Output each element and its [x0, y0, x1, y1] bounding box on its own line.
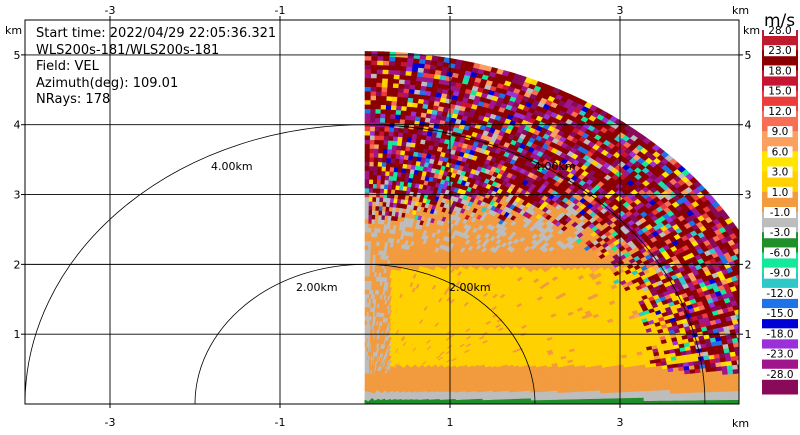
range-gate: [364, 218, 369, 224]
range-gate: [370, 218, 376, 224]
range-gate: [367, 258, 371, 264]
range-gate: [381, 210, 386, 216]
range-gate: [584, 398, 591, 402]
range-gate: [364, 302, 368, 308]
range-gate: [364, 236, 369, 242]
range-gate: [364, 209, 369, 215]
range-gate: [371, 205, 376, 211]
range-gate: [364, 363, 367, 370]
range-gate: [371, 214, 376, 220]
range-gate: [364, 328, 367, 334]
range-gate: [364, 267, 368, 273]
range-gate: [364, 311, 367, 317]
range-gate: [370, 236, 375, 242]
range-gate: [370, 245, 374, 251]
range-gate: [367, 236, 372, 242]
range-gate: [370, 223, 375, 229]
range-gate: [364, 223, 369, 228]
range-gate: [364, 227, 369, 233]
velocity-field: [364, 51, 739, 404]
range-gate: [364, 244, 369, 251]
range-gate: [364, 346, 367, 352]
range-gate: [374, 209, 379, 216]
range-gate: [573, 396, 580, 400]
range-gate: [364, 350, 367, 356]
range-gate: [367, 240, 372, 246]
range-gate: [364, 372, 366, 378]
range-gate: [364, 253, 368, 259]
range-gate: [366, 280, 370, 286]
range-gate: [364, 240, 369, 246]
range-gate: [364, 249, 369, 255]
range-gate: [370, 227, 375, 233]
range-gate: [364, 368, 366, 374]
range-gate: [364, 377, 366, 383]
range-gate: [364, 231, 369, 237]
range-gate: [373, 227, 378, 233]
range-gate: [367, 218, 372, 224]
range-gate: [606, 397, 613, 402]
range-gate: [367, 249, 371, 255]
range-gate: [364, 289, 368, 295]
range-gate: [367, 209, 373, 215]
range-gate: [364, 337, 367, 343]
range-gate: [589, 398, 597, 402]
range-gate: [371, 209, 376, 216]
range-gate: [373, 223, 378, 229]
range-gate: [367, 222, 372, 229]
range-gate: [364, 306, 368, 312]
range-gate: [367, 245, 371, 251]
range-gate: [364, 214, 369, 220]
range-gate: [364, 275, 368, 281]
range-gate: [364, 262, 368, 268]
range-gate: [364, 297, 368, 303]
range-gate: [364, 315, 367, 321]
range-gate: [364, 280, 368, 286]
range-gate: [364, 205, 369, 211]
range-gate: [364, 341, 367, 348]
range-gate: [368, 205, 373, 211]
range-gate: [367, 231, 372, 237]
range-gate: [367, 227, 372, 233]
range-gate: [367, 214, 372, 220]
range-gate: [374, 205, 380, 211]
range-gate: [367, 253, 371, 259]
range-gate: [364, 319, 367, 326]
range-gate: [369, 253, 374, 260]
range-gate: [364, 324, 367, 330]
range-gate: [374, 214, 379, 220]
range-gate: [364, 355, 367, 361]
range-gate: [364, 271, 368, 277]
range-gate: [370, 231, 375, 238]
range-gate: [378, 205, 383, 211]
range-gate: [595, 398, 602, 402]
range-gate: [364, 293, 368, 299]
range-gate: [364, 284, 368, 290]
range-gate: [364, 359, 367, 365]
range-gate: [364, 258, 368, 264]
